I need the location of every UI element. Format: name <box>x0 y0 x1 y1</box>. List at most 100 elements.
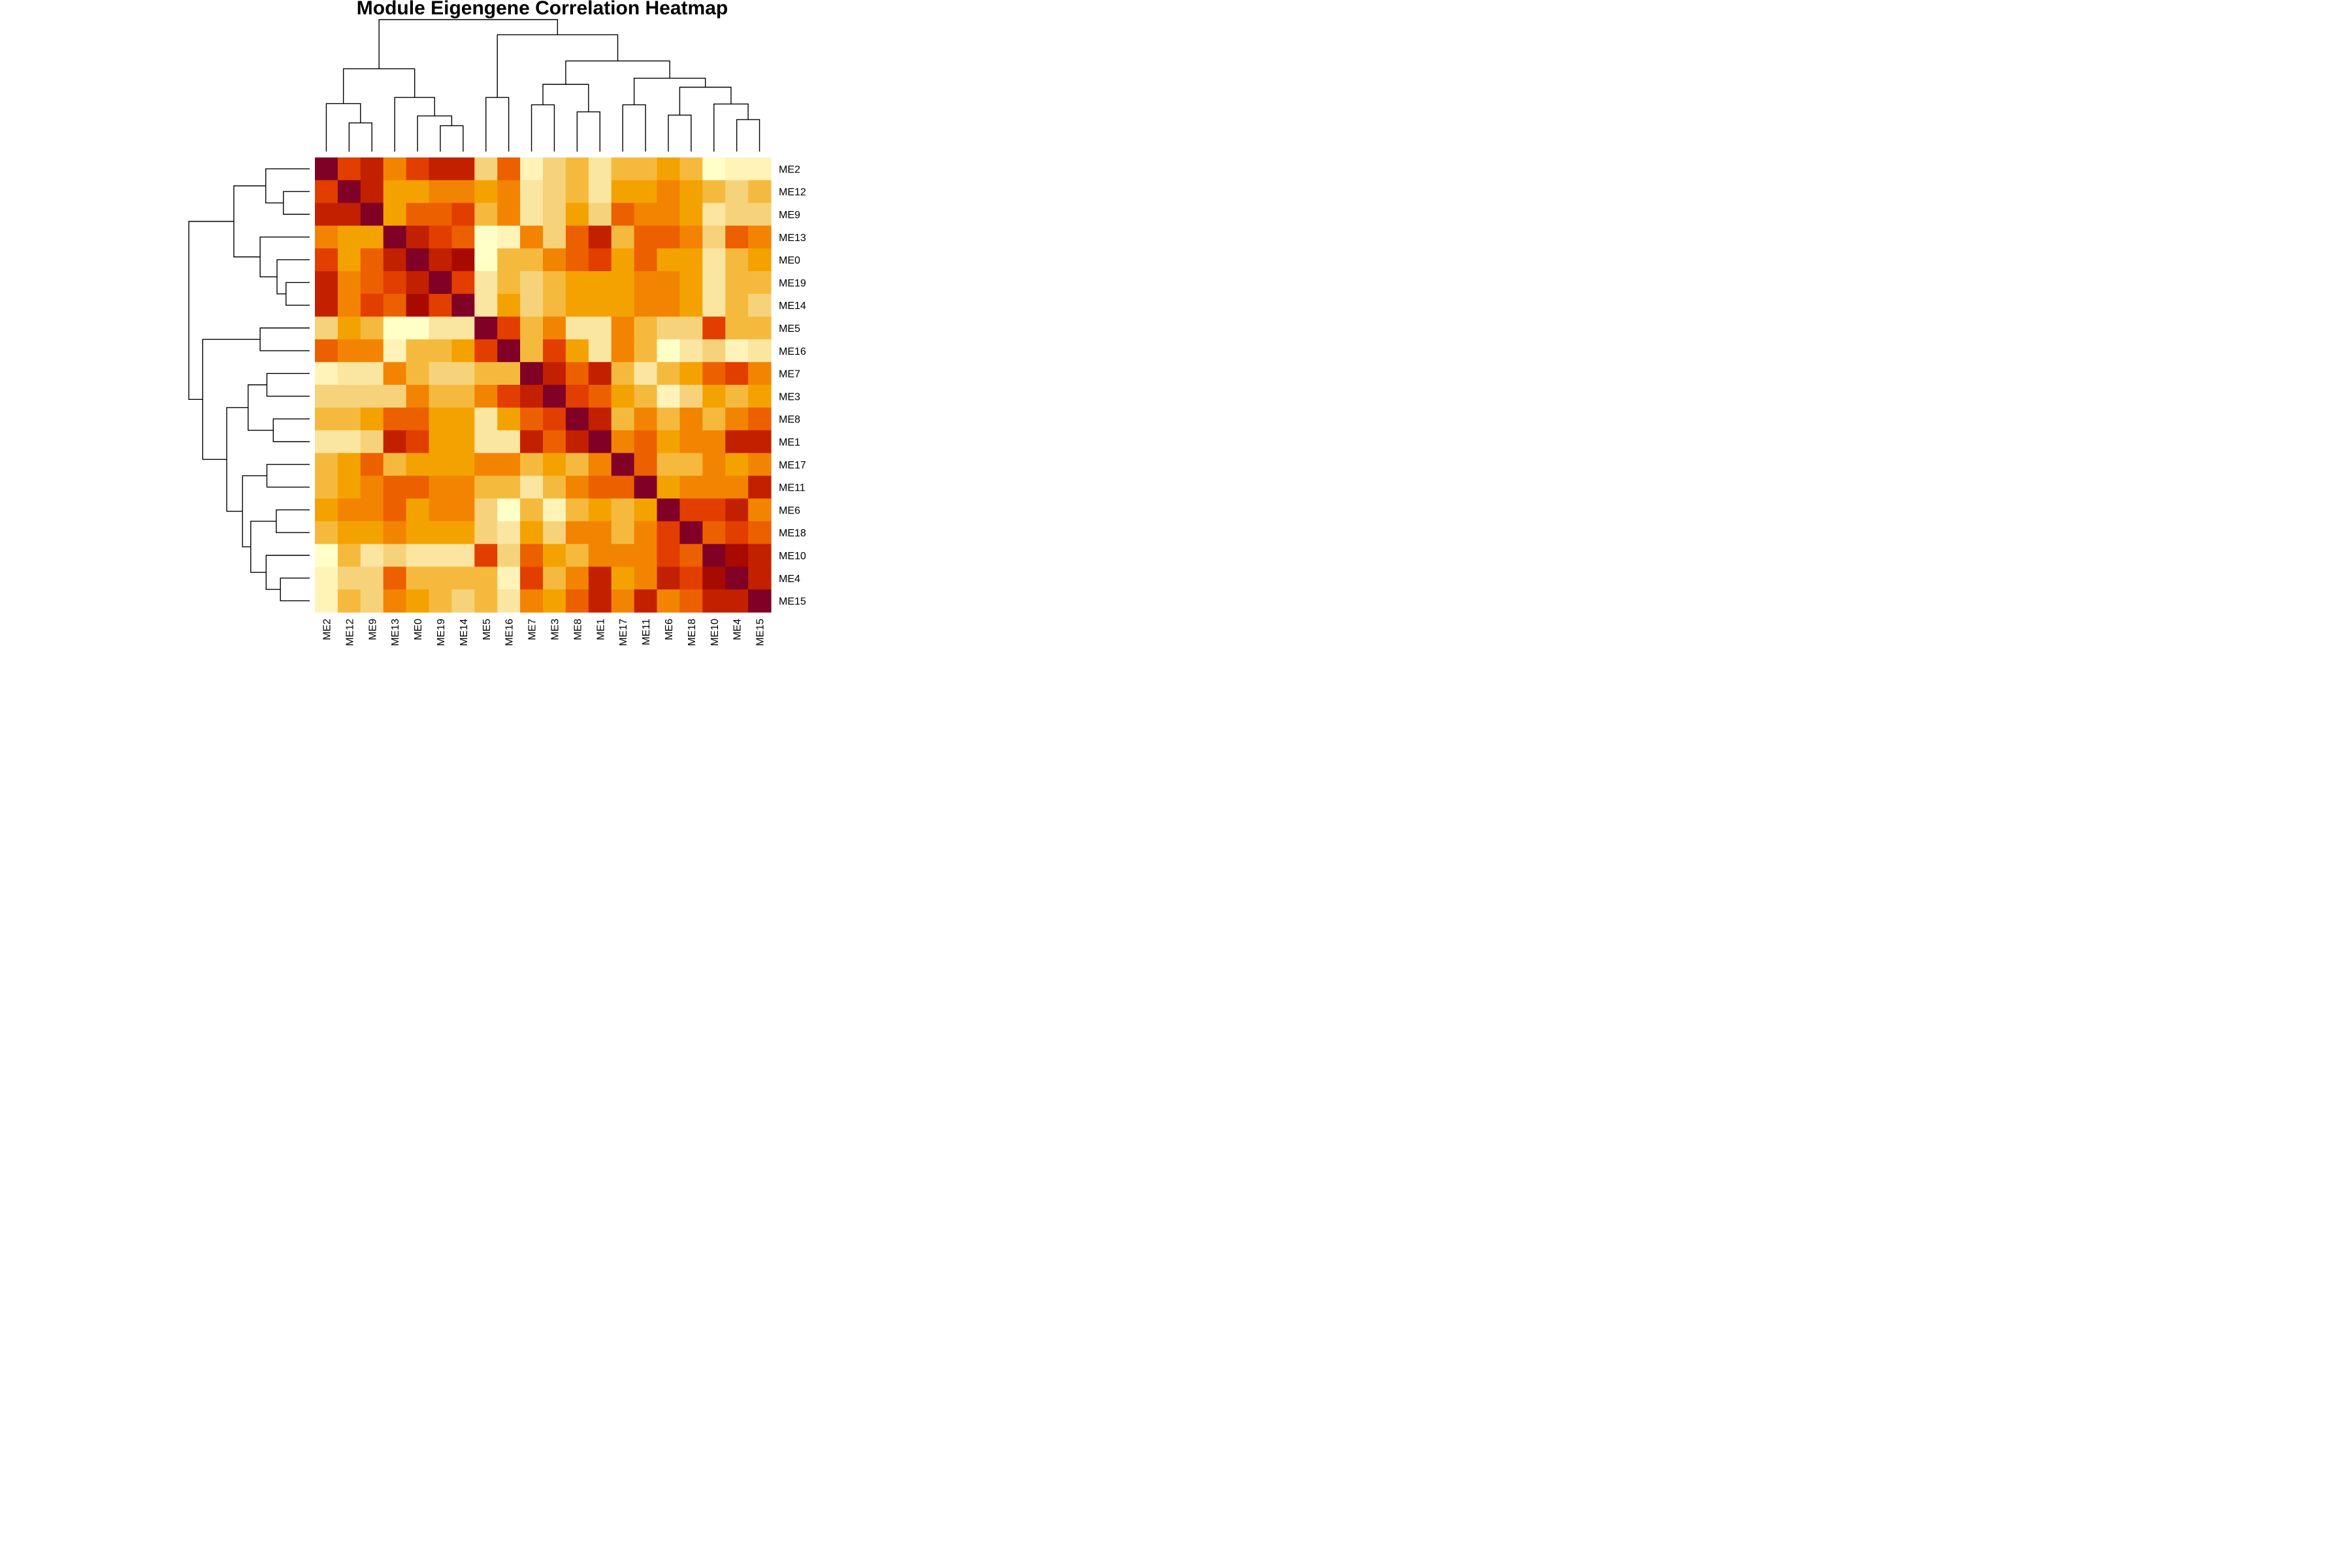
heatmap-cell <box>657 544 680 567</box>
heatmap-cell <box>702 157 726 181</box>
column-label: ME7 <box>527 619 538 640</box>
heatmap-cell <box>406 271 430 295</box>
heatmap-cell <box>497 293 521 318</box>
heatmap-cell <box>451 430 475 453</box>
heatmap-cell <box>702 385 726 408</box>
heatmap-cell <box>406 544 430 567</box>
heatmap-cell <box>588 180 612 204</box>
heatmap-cell <box>748 589 772 613</box>
heatmap-cell <box>657 476 680 499</box>
heatmap-cell <box>497 566 521 590</box>
heatmap-cell <box>315 521 338 545</box>
heatmap-cell <box>679 248 703 272</box>
row-label: ME13 <box>779 233 806 244</box>
heatmap-cell <box>543 180 566 204</box>
heatmap-cell <box>360 589 384 613</box>
heatmap-cell <box>383 407 407 431</box>
heatmap-cell <box>520 498 544 522</box>
heatmap-cell <box>337 339 361 363</box>
heatmap-cell <box>588 407 612 431</box>
heatmap-cell <box>679 566 703 590</box>
heatmap-cell <box>634 248 658 272</box>
heatmap-cell <box>451 566 475 590</box>
heatmap-cell <box>497 407 521 431</box>
heatmap-cell <box>406 362 430 385</box>
heatmap-cell <box>543 566 566 590</box>
heatmap-cell <box>611 157 635 181</box>
heatmap-cell <box>360 453 384 476</box>
heatmap-cell <box>337 430 361 453</box>
heatmap-cell <box>497 453 521 476</box>
heatmap-cell <box>520 293 544 318</box>
heatmap-cell <box>679 180 703 204</box>
heatmap-cell <box>565 271 589 295</box>
heatmap-cell <box>543 385 566 408</box>
heatmap-cell <box>565 293 589 318</box>
heatmap-cell <box>657 293 680 318</box>
heatmap-cell <box>679 157 703 181</box>
heatmap-cell <box>360 498 384 522</box>
heatmap-cell <box>360 544 384 567</box>
heatmap-cell <box>611 498 635 522</box>
column-label: ME0 <box>413 619 424 640</box>
heatmap-cell <box>429 476 452 499</box>
heatmap-cell <box>497 225 521 249</box>
heatmap-cell <box>588 544 612 567</box>
heatmap-cell <box>725 203 749 226</box>
heatmap-cell <box>474 544 498 567</box>
heatmap-cell <box>725 316 749 340</box>
heatmap-cell <box>406 498 430 522</box>
heatmap-cell <box>497 498 521 522</box>
heatmap-cell <box>657 453 680 476</box>
heatmap-cell <box>657 430 680 453</box>
heatmap-cell <box>611 566 635 590</box>
heatmap-cell <box>634 316 658 340</box>
heatmap-cell <box>748 225 772 249</box>
heatmap-cell <box>565 544 589 567</box>
heatmap-cell <box>543 362 566 385</box>
heatmap-cell <box>748 157 772 181</box>
heatmap-cell <box>451 225 475 249</box>
heatmap-cell <box>474 566 498 590</box>
heatmap-cell <box>634 521 658 545</box>
heatmap-cell <box>565 203 589 226</box>
heatmap-cell <box>474 430 498 453</box>
heatmap-cell <box>679 271 703 295</box>
heatmap-cell <box>702 203 726 226</box>
column-label: ME6 <box>664 619 675 640</box>
heatmap-cell <box>406 430 430 453</box>
heatmap-cell <box>748 248 772 272</box>
heatmap-cell <box>565 316 589 340</box>
heatmap-cell <box>451 544 475 567</box>
heatmap-cell <box>588 203 612 226</box>
heatmap-cell <box>543 271 566 295</box>
heatmap-cell <box>429 521 452 545</box>
heatmap-cell <box>337 498 361 522</box>
column-label: ME9 <box>367 619 378 640</box>
heatmap-cell <box>497 339 521 363</box>
heatmap-cell <box>337 385 361 408</box>
heatmap-cell <box>497 385 521 408</box>
row-label: ME0 <box>779 255 800 267</box>
heatmap-cell <box>429 271 452 295</box>
heatmap-cell <box>748 385 772 408</box>
heatmap-cell <box>634 293 658 318</box>
heatmap-cell <box>543 339 566 363</box>
heatmap-cell <box>611 476 635 499</box>
heatmap-cell <box>497 521 521 545</box>
heatmap-cell <box>725 566 749 590</box>
heatmap-cell <box>702 544 726 567</box>
heatmap-cell <box>748 339 772 363</box>
heatmap-cell <box>565 248 589 272</box>
heatmap-cell <box>611 339 635 363</box>
heatmap-cell <box>725 385 749 408</box>
heatmap-cell <box>337 293 361 318</box>
heatmap-cell <box>406 203 430 226</box>
heatmap-cell <box>634 271 658 295</box>
heatmap-cell <box>520 225 544 249</box>
heatmap-cell <box>315 293 338 318</box>
heatmap-cell <box>383 339 407 363</box>
heatmap-cell <box>588 521 612 545</box>
heatmap-cell <box>474 225 498 249</box>
heatmap-cell <box>543 225 566 249</box>
